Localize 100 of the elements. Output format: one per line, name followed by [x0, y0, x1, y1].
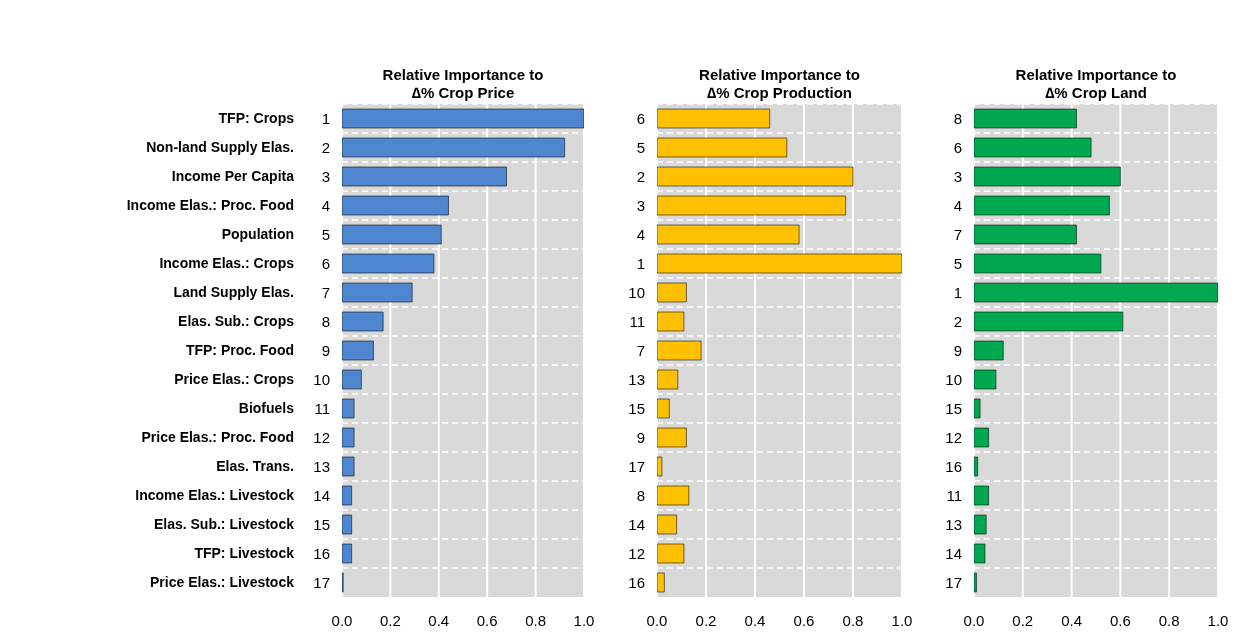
- bar: [342, 543, 353, 564]
- bar: [657, 340, 702, 361]
- bar: [974, 398, 981, 419]
- chart-title: Relative Importance to ∆% Crop Land: [1014, 66, 1178, 102]
- bar: [974, 253, 1102, 274]
- y-tick-label: 14: [945, 544, 962, 562]
- bar: [342, 398, 355, 419]
- y-tick-label: 16: [945, 457, 962, 475]
- bar: [974, 572, 977, 593]
- chart-title: Relative Importance to ∆% Crop Production: [698, 66, 861, 102]
- y-tick-label: 2: [636, 167, 645, 185]
- bar: [657, 427, 687, 448]
- y-tick-label: 10: [945, 370, 962, 388]
- bar: [657, 137, 788, 158]
- bar: [974, 224, 1077, 245]
- bar: [342, 253, 435, 274]
- y-tick-label: Income Elas.: Livestock: [135, 487, 295, 504]
- bar: [657, 195, 847, 216]
- bar: [974, 195, 1110, 216]
- x-tick-label: 0.4: [428, 611, 450, 629]
- bar: [657, 456, 663, 477]
- bar: [974, 108, 1077, 129]
- y2-tick-label: 17: [313, 573, 330, 591]
- x-tick-label: 0.0: [646, 611, 668, 629]
- y2-tick-label: 11: [314, 399, 330, 417]
- y-tick-label: 3: [636, 196, 645, 214]
- y2-tick-label: 14: [313, 486, 330, 504]
- x-tick-label: 0.6: [793, 611, 815, 629]
- x-tick-label: 1.0: [573, 611, 595, 629]
- y-tick-label: 11: [629, 312, 645, 330]
- bar: [342, 137, 566, 158]
- x-tick-label: 0.2: [695, 611, 717, 629]
- y-tick-label: 11: [946, 486, 962, 504]
- y-tick-label: 14: [628, 515, 645, 533]
- y-tick-label: Elas. Trans.: [216, 458, 294, 475]
- y-tick-label: TFP: Crops: [218, 110, 295, 127]
- bar: [342, 282, 413, 303]
- bar: [657, 311, 685, 332]
- x-tick-label: 1.0: [1207, 611, 1229, 629]
- y-tick-label: 5: [953, 254, 962, 272]
- y-tick-label: 6: [953, 138, 962, 156]
- y-tick-label: 5: [636, 138, 645, 156]
- y-tick-label: 7: [953, 225, 962, 243]
- bar: [657, 253, 902, 274]
- y2-tick-label: 10: [313, 370, 330, 388]
- y-tick-label: 2: [953, 312, 962, 330]
- y-tick-label: 10: [628, 283, 645, 301]
- y2-tick-label: 5: [321, 225, 330, 243]
- bar: [342, 427, 355, 448]
- y-tick-label: 4: [953, 196, 962, 214]
- x-tick-label: 0.6: [476, 611, 498, 629]
- x-tick-label: 0.0: [963, 611, 985, 629]
- bar: [657, 224, 800, 245]
- y2-tick-label: 4: [321, 196, 330, 214]
- y2-tick-label: 7: [321, 283, 330, 301]
- y-tick-label: Income Per Capita: [171, 168, 295, 185]
- bar: [974, 166, 1121, 187]
- bar: [657, 572, 665, 593]
- y-tick-label: Elas. Sub.: Livestock: [153, 516, 295, 533]
- y-tick-label: Price Elas.: Proc. Food: [141, 429, 294, 446]
- y-tick-label: Non-land Supply Elas.: [146, 139, 294, 156]
- y2-tick-label: 6: [321, 254, 330, 272]
- x-tick-label: 1.0: [891, 611, 913, 629]
- y-tick-label: Population: [221, 226, 294, 243]
- y2-tick-label: 16: [313, 544, 330, 562]
- y-tick-label: 8: [636, 486, 645, 504]
- x-tick-label: 0.2: [1012, 611, 1034, 629]
- bar: [342, 456, 355, 477]
- y-tick-label: 17: [628, 457, 645, 475]
- y2-tick-label: 2: [321, 138, 330, 156]
- y2-tick-label: 3: [321, 167, 330, 185]
- y2-tick-label: 13: [313, 457, 330, 475]
- y-tick-label: 13: [945, 515, 962, 533]
- bar: [974, 340, 1004, 361]
- bar: [342, 311, 384, 332]
- bar: [974, 543, 986, 564]
- bar: [657, 514, 678, 535]
- x-tick-label: 0.6: [1109, 611, 1131, 629]
- y2-tick-label: 9: [321, 341, 330, 359]
- bar: [342, 224, 442, 245]
- bar: [342, 166, 508, 187]
- x-tick-label: 0.0: [331, 611, 353, 629]
- y-tick-label: TFP: Proc. Food: [185, 342, 294, 359]
- y-tick-label: 1: [953, 283, 962, 301]
- bar: [974, 456, 979, 477]
- y-tick-label: Biofuels: [238, 400, 295, 417]
- bar: [657, 108, 771, 129]
- x-tick-label: 0.8: [1158, 611, 1180, 629]
- y-tick-label: 3: [953, 167, 962, 185]
- bar: [974, 514, 987, 535]
- y-tick-label: 9: [953, 341, 962, 359]
- bar: [342, 485, 353, 506]
- bar: [974, 427, 990, 448]
- y-tick-label: 4: [636, 225, 645, 243]
- y-tick-label: 6: [636, 109, 645, 127]
- bar: [974, 137, 1092, 158]
- bar: [342, 108, 584, 129]
- x-tick-label: 0.4: [1061, 611, 1083, 629]
- bar: [657, 166, 854, 187]
- bar: [657, 282, 687, 303]
